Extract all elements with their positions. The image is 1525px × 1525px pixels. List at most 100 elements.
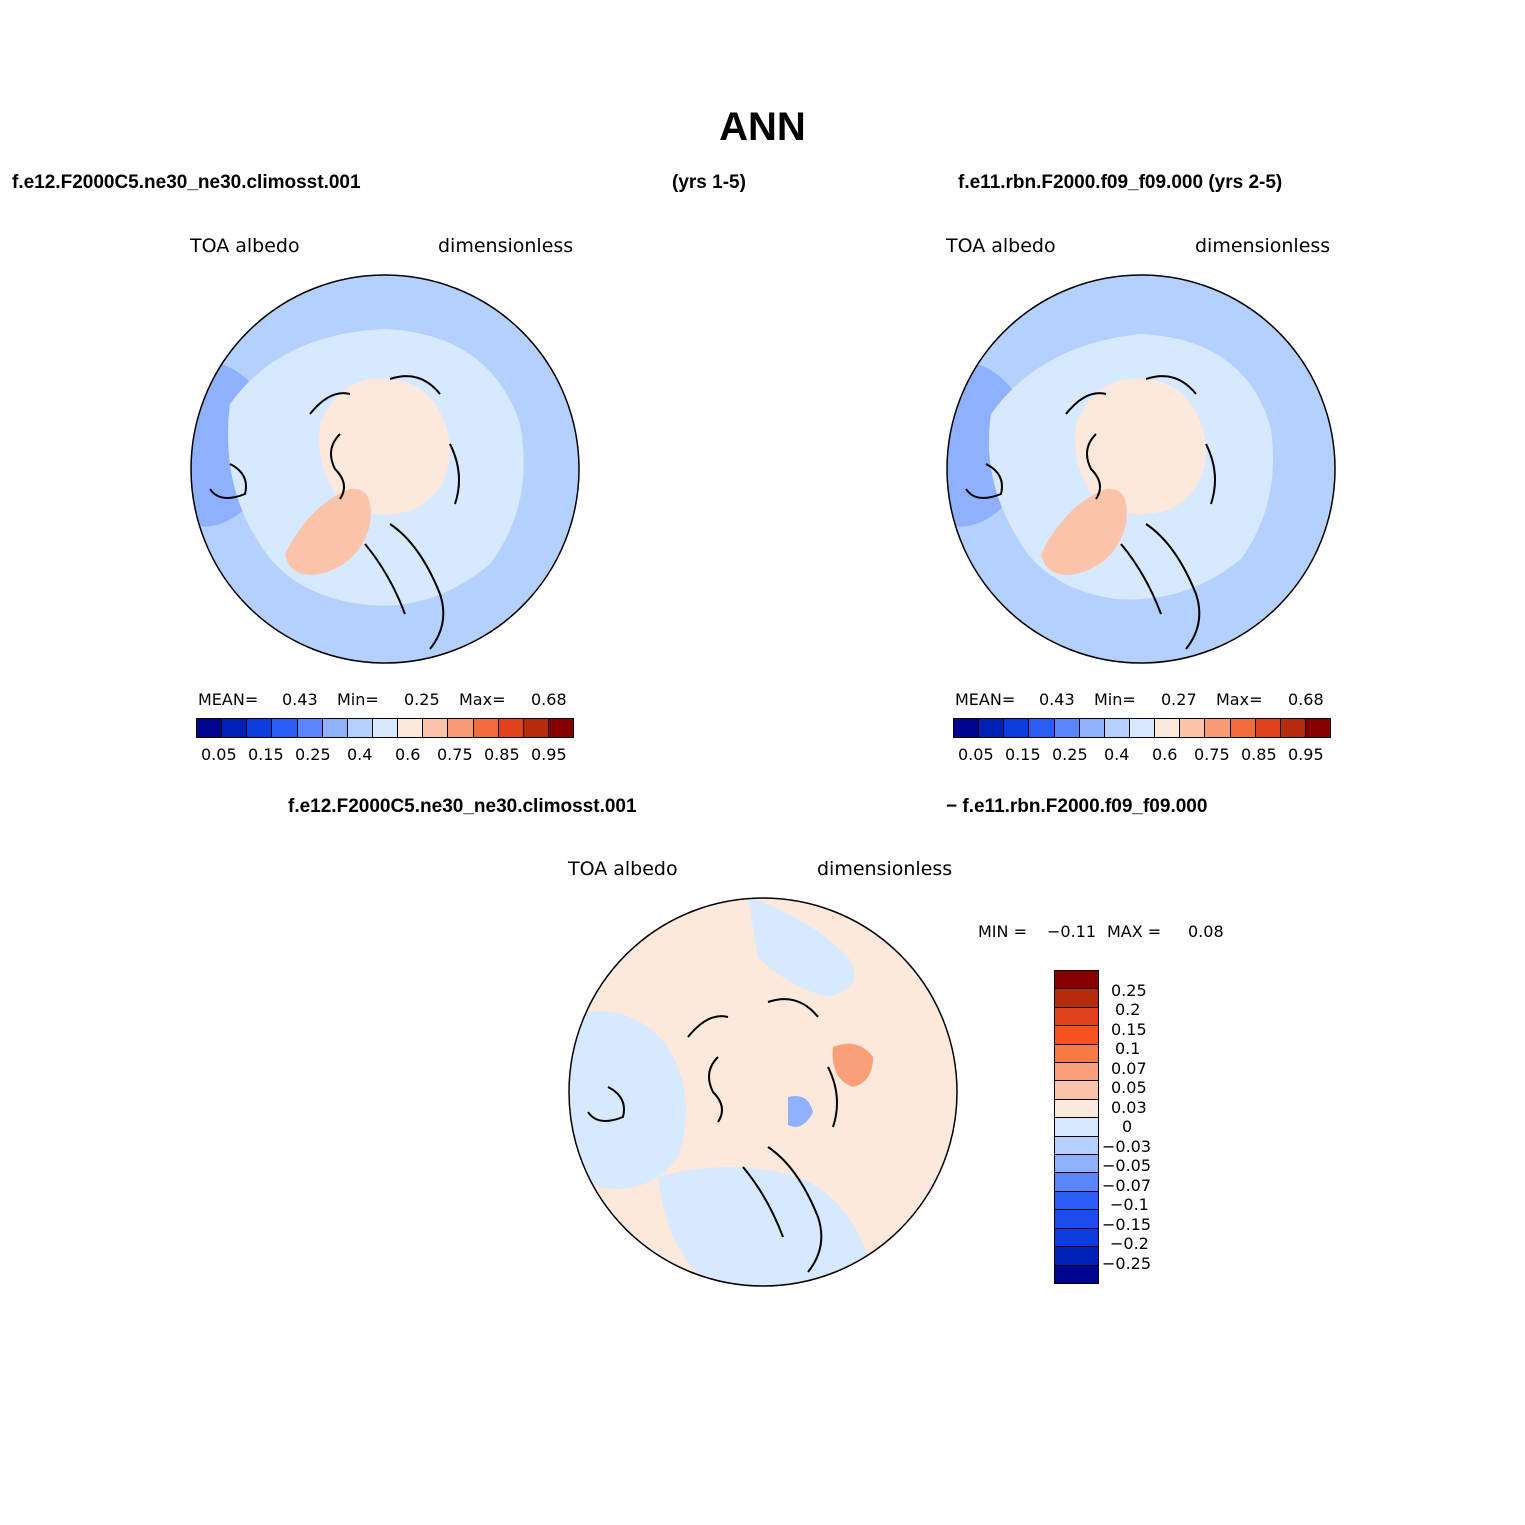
panel1-max-label: Max= (459, 690, 506, 709)
panel1-min-label: Min= (337, 690, 379, 709)
panel2-colorbar-swatch (1054, 719, 1080, 737)
panel1-colorbar-swatch (197, 719, 223, 737)
panel1-coastlines (209, 375, 460, 650)
panel2-units-label: dimensionless (1195, 235, 1331, 257)
diff-colorbar-tick: 0.2 (1115, 1000, 1141, 1019)
panel1-colorbar-swatch (448, 719, 474, 737)
panel2-min-value: 0.27 (1161, 690, 1197, 709)
panel1-map-border (190, 274, 580, 664)
panel1-max-value: 0.68 (531, 690, 567, 709)
panel1-colorbar-tick: 0.15 (248, 745, 284, 764)
panel1-colorbar-tick: 0.25 (295, 745, 331, 764)
panel1-colorbar-swatch (322, 719, 348, 737)
figure-title: ANN (719, 105, 806, 149)
panel1-case-label: f.e12.F2000C5.ne30_ne30.climosst.001 (12, 172, 361, 193)
panel2-max-label: Max= (1216, 690, 1263, 709)
diff-colorbar-swatch (1055, 1247, 1098, 1266)
panel2-colorbar-swatch (1230, 719, 1256, 737)
diff-variable-label: TOA albedo (568, 858, 678, 880)
panel2-mean-label: MEAN= (955, 690, 1016, 709)
panel2-greenland-region (1041, 488, 1127, 575)
diff-map-border (568, 897, 958, 1287)
diff-colorbar-tick: −0.15 (1102, 1215, 1152, 1234)
panel2-colorbar-swatch (1155, 719, 1181, 737)
diff-negative-anomaly (788, 1096, 813, 1127)
panel2-colorbar-swatch (1104, 719, 1130, 737)
diff-colorbar-swatch (1055, 1265, 1098, 1283)
diff-colorbar-swatch (1055, 1118, 1098, 1137)
panel2-colorbar-swatch (1029, 719, 1055, 737)
diff-colorbar-swatch (1055, 1136, 1098, 1156)
diff-colorbar-swatch (1055, 971, 1098, 990)
diff-colorbar-swatch (1055, 1099, 1098, 1119)
panel1-polar-map (190, 274, 580, 664)
diff-colorbar-tick: −0.25 (1102, 1254, 1152, 1273)
panel1-units-label: dimensionless (438, 235, 574, 257)
panel2-colorbar-swatch (1004, 719, 1030, 737)
panel2-colorbar-swatch (979, 719, 1005, 737)
diff-colorbar-tick: 0.15 (1111, 1020, 1147, 1039)
panel1-colorbar-tick: 0.95 (531, 745, 567, 764)
diff-colorbar (1054, 970, 1099, 1284)
panel2-colorbar-tick: 0.6 (1152, 745, 1178, 764)
panel2-colorbar-tick: 0.25 (1052, 745, 1088, 764)
diff-colorbar-swatch (1055, 1081, 1098, 1100)
panel1-colorbar-swatch (498, 719, 524, 737)
diff-min-label: MIN = (978, 922, 1027, 941)
panel2-colorbar-tick: 0.05 (958, 745, 994, 764)
diff-colorbar-swatch (1055, 1044, 1098, 1064)
panel2-colorbar-swatch (1129, 719, 1156, 737)
panel2-colorbar-swatch (1280, 719, 1306, 737)
panel2-arctic-ocean-region (1075, 378, 1207, 515)
panel2-colorbar-swatch (1305, 719, 1331, 737)
panel1-colorbar (196, 718, 574, 738)
diff-units-label: dimensionless (817, 858, 953, 880)
panel1-arctic-ocean-region (319, 378, 451, 515)
panel1-colorbar-swatch (523, 719, 549, 737)
diff-coastlines (587, 998, 838, 1273)
panel2-colorbar-swatch (954, 719, 980, 737)
panel2-colorbar-tick: 0.15 (1005, 745, 1041, 764)
diff-max-value: 0.08 (1188, 922, 1224, 941)
diff-colorbar-tick: 0.07 (1111, 1059, 1147, 1078)
panel1-colorbar-swatch (423, 719, 449, 737)
diff-colorbar-tick: 0.1 (1115, 1039, 1141, 1058)
diff-positive-anomaly (832, 1043, 873, 1087)
panel2-colorbar-tick: 0.85 (1241, 745, 1277, 764)
diff-colorbar-swatch (1055, 1007, 1098, 1027)
panel1-min-value: 0.25 (404, 690, 440, 709)
panel2-min-label: Min= (1094, 690, 1136, 709)
panel2-colorbar-tick: 0.4 (1104, 745, 1130, 764)
panel2-colorbar-swatch (1205, 719, 1231, 737)
panel2-colorbar (953, 718, 1331, 738)
panel2-polar-map (946, 274, 1336, 664)
diff-colorbar-tick: 0 (1122, 1117, 1133, 1136)
panel1-mean-value: 0.43 (282, 690, 318, 709)
diff-colorbar-swatch (1055, 1026, 1098, 1045)
panel1-colorbar-swatch (297, 719, 323, 737)
diff-colorbar-swatch (1055, 1063, 1098, 1082)
panel1-colorbar-swatch (247, 719, 273, 737)
diff-colorbar-tick: −0.2 (1110, 1234, 1149, 1253)
panel1-variable-label: TOA albedo (190, 235, 300, 257)
panel1-colorbar-tick: 0.4 (347, 745, 373, 764)
panel2-mean-value: 0.43 (1039, 690, 1075, 709)
panel1-greenland-region (285, 488, 371, 575)
panel1-colorbar-tick: 0.75 (437, 745, 473, 764)
diff-colorbar-swatch (1055, 989, 1098, 1008)
panel1-colorbar-swatch (222, 719, 248, 737)
panel2-max-value: 0.68 (1288, 690, 1324, 709)
panel1-colorbar-swatch (548, 719, 574, 737)
panel2-case-label: f.e11.rbn.F2000.f09_f09.000 (yrs 2-5) (958, 172, 1283, 193)
diff-colorbar-swatch (1055, 1228, 1098, 1248)
diff-colorbar-tick: −0.07 (1102, 1176, 1152, 1195)
diff-colorbar-tick: 0.03 (1111, 1098, 1147, 1117)
panel1-colorbar-swatch (272, 719, 298, 737)
diff-colorbar-tick: 0.25 (1111, 981, 1147, 1000)
diff-colorbar-swatch (1055, 1155, 1098, 1174)
panel1-mean-label: MEAN= (198, 690, 259, 709)
diff-case-label-right: − f.e11.rbn.F2000.f09_f09.000 (946, 796, 1208, 817)
diff-negative-region-north (748, 898, 855, 997)
panel2-colorbar-tick: 0.75 (1194, 745, 1230, 764)
panel2-map-border (946, 274, 1336, 664)
